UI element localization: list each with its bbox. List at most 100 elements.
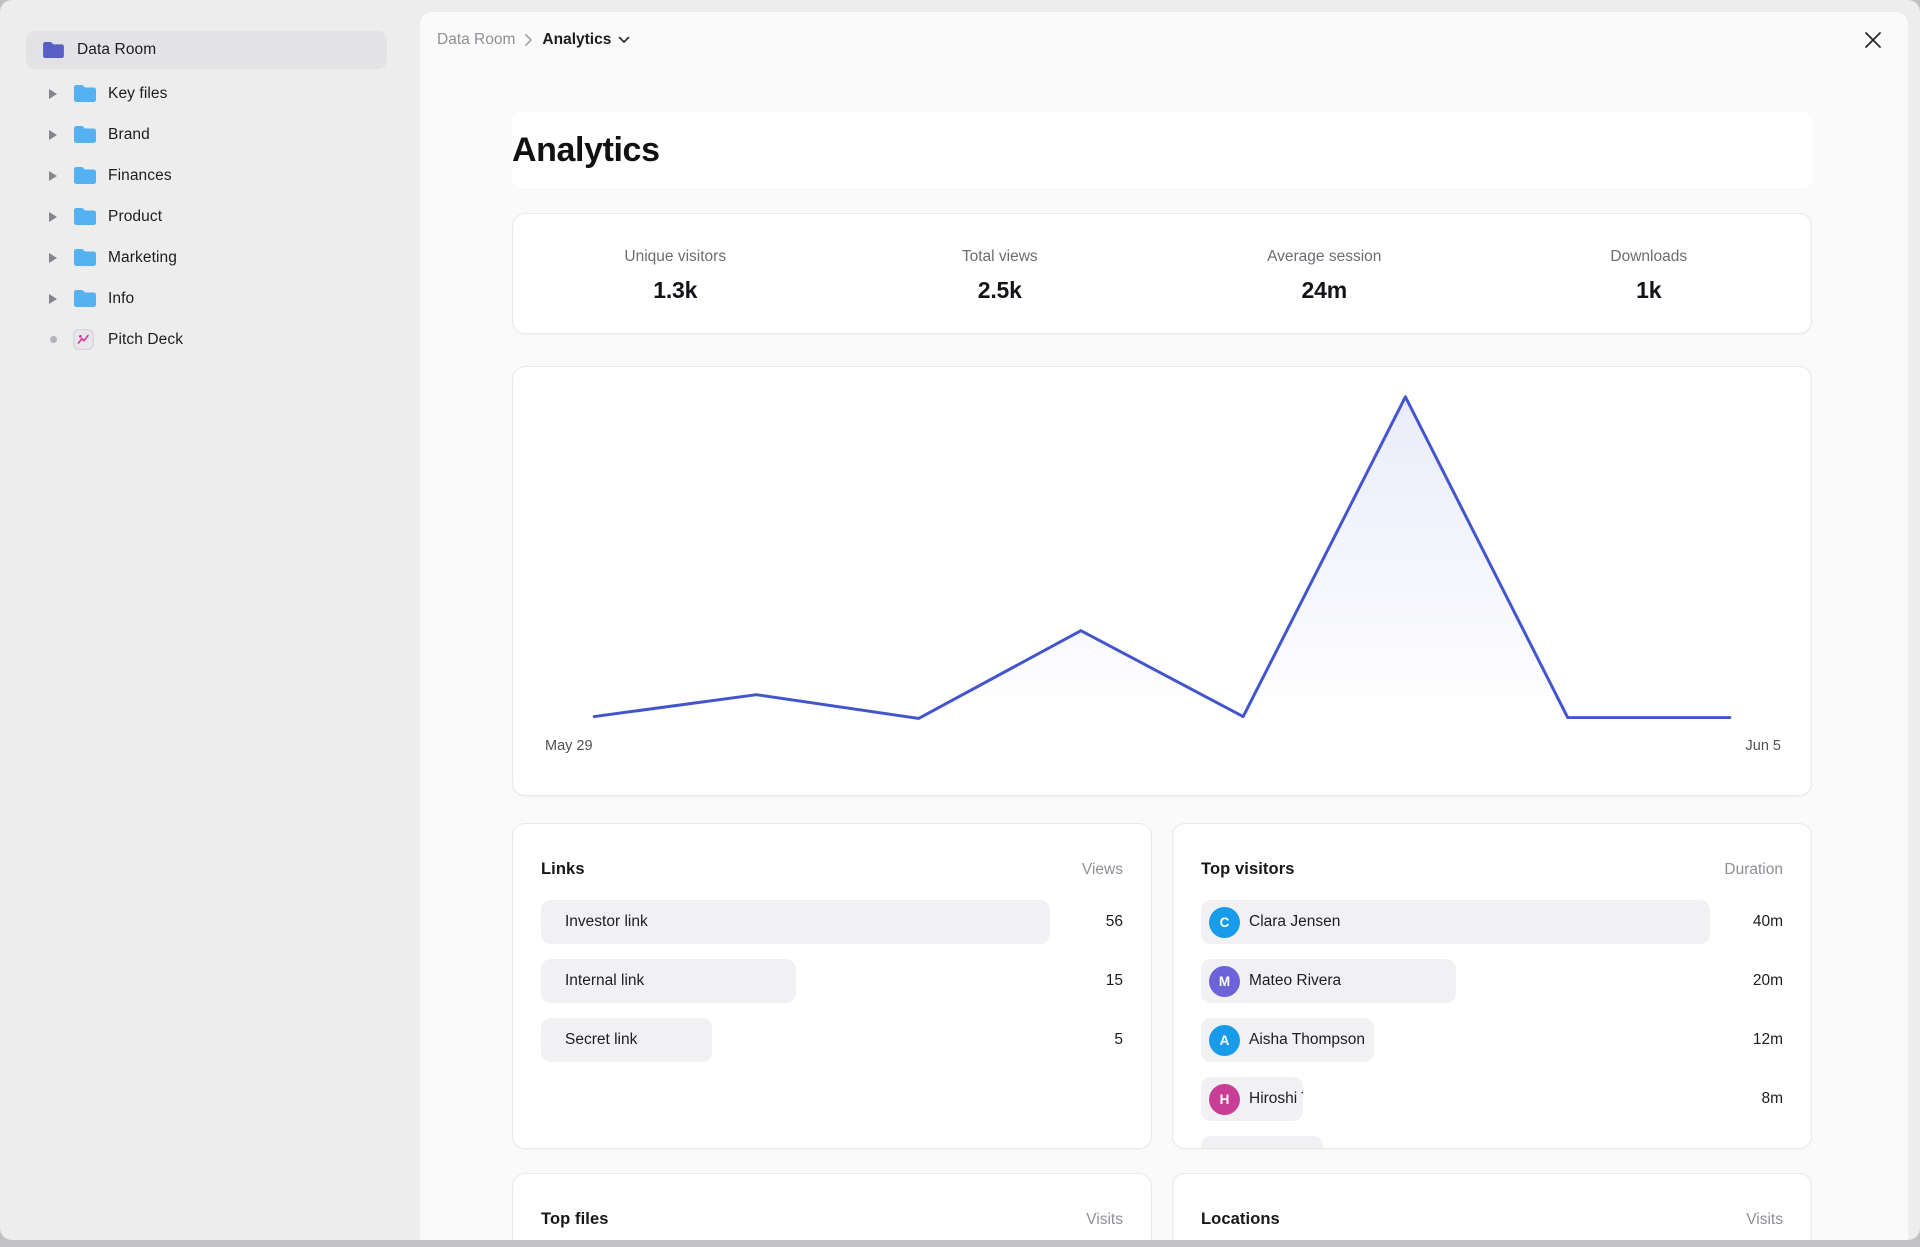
row-value: 12m (1752, 1031, 1783, 1048)
disclosure-caret-icon[interactable] (49, 129, 57, 140)
sidebar-item-finances[interactable]: Finances (0, 155, 420, 196)
avatar: C (1209, 906, 1240, 938)
usage-bar: Internal link (541, 959, 796, 1003)
stats-summary-card: Unique visitors 1.3k Total views 2.5k Averag… (512, 213, 1812, 334)
chevron-right-icon (525, 34, 533, 46)
sidebar-item-label: Info (108, 289, 135, 307)
row-label: Internal link (565, 972, 645, 989)
usage-bar (1201, 1136, 1323, 1148)
top-files-card: Top files Visits (512, 1173, 1152, 1240)
row-label: Hiroshi Tanaka (1249, 1090, 1303, 1107)
stat-downloads: Downloads 1k (1487, 244, 1812, 304)
usage-bar: C Clara Jensen (1201, 900, 1710, 944)
stat-label: Average session (1267, 247, 1382, 265)
sidebar-item-label: Product (108, 207, 163, 225)
row-value: 8m (1761, 1090, 1783, 1107)
link-row-investor-link[interactable]: Investor link 56 (541, 900, 1123, 944)
sidebar-item-label: Finances (108, 166, 172, 184)
row-label: Secret link (565, 1031, 638, 1048)
disclosure-caret-icon[interactable] (49, 88, 57, 99)
row-value: 15 (1105, 972, 1123, 989)
topbar: Data Room Analytics (420, 12, 1908, 68)
x-axis-label-start: May 29 (545, 738, 593, 754)
row-label: Clara Jensen (1249, 913, 1341, 930)
heading-band: Analytics (512, 112, 1812, 188)
sidebar-item-label: Marketing (108, 248, 177, 266)
stat-label: Total views (961, 247, 1038, 265)
close-icon (1865, 32, 1881, 48)
stat-value: 1.3k (653, 276, 698, 303)
avatar: M (1209, 965, 1240, 997)
x-axis-label-end: Jun 5 (1745, 738, 1781, 754)
folder-icon (74, 249, 96, 266)
folder-icon (74, 126, 96, 143)
stat-average-session: Average session 24m (1162, 244, 1487, 304)
usage-bar: Investor link (541, 900, 1050, 944)
sidebar-item-key-files[interactable]: Key files (0, 73, 420, 114)
stat-label: Unique visitors (624, 247, 727, 265)
visits-column-header-2: Visits (1746, 1211, 1783, 1228)
folder-icon (74, 85, 96, 102)
stat-value: 2.5k (977, 276, 1022, 303)
visitor-row-hiroshi-tanaka[interactable]: H Hiroshi Tanaka 8m (1201, 1077, 1783, 1121)
visitor-row-aisha-thompson[interactable]: A Aisha Thompson 12m (1201, 1018, 1783, 1062)
usage-bar: H Hiroshi Tanaka (1201, 1077, 1303, 1121)
sidebar-item-marketing[interactable]: Marketing (0, 237, 420, 278)
folder-icon (74, 290, 96, 307)
top-files-card-title: Top files (541, 1210, 609, 1228)
folder-icon-purple (43, 41, 64, 59)
visitor-row-mateo-rivera[interactable]: M Mateo Rivera 20m (1201, 959, 1783, 1003)
visits-column-header: Visits (1086, 1211, 1123, 1228)
usage-bar: M Mateo Rivera (1201, 959, 1456, 1003)
sidebar: Data Room Key files Brand Finances Product M… (0, 0, 420, 1240)
row-value: 20m (1752, 972, 1783, 989)
avatar: H (1209, 1083, 1240, 1115)
stat-value: 1k (1636, 276, 1662, 303)
breadcrumb-current-label: Analytics (542, 31, 612, 48)
disclosure-caret-icon[interactable] (49, 211, 57, 222)
usage-bar: A Aisha Thompson (1201, 1018, 1374, 1062)
sidebar-item-label: Data Room (77, 41, 157, 58)
sidebar-item-product[interactable]: Product (0, 196, 420, 237)
middle-cards-row: Links Views Investor link 56 Internal link… (512, 823, 1812, 1149)
pitch-deck-icon (73, 329, 94, 350)
close-button[interactable] (1858, 25, 1888, 55)
sidebar-item-brand[interactable]: Brand (0, 114, 420, 155)
chevron-down-icon (618, 36, 630, 43)
sidebar-item-label: Brand (108, 125, 150, 143)
sidebar-item-label: Pitch Deck (108, 330, 184, 348)
locations-card-title: Locations (1201, 1210, 1280, 1228)
row-value: 40m (1752, 913, 1783, 930)
disclosure-caret-icon[interactable] (49, 293, 57, 304)
breadcrumb-data-room[interactable]: Data Room (437, 31, 516, 48)
disclosure-caret-icon[interactable] (49, 252, 57, 263)
sidebar-item-pitch-deck[interactable]: Pitch Deck (0, 319, 420, 360)
bottom-cards-row: Top files Visits Locations Visits (512, 1173, 1812, 1240)
sidebar-item-label: Key files (108, 84, 168, 102)
disclosure-caret-icon[interactable] (49, 170, 57, 181)
link-row-secret-link[interactable]: Secret link 5 (541, 1018, 1123, 1062)
row-label: Investor link (565, 913, 648, 930)
visitor-row-clipped[interactable] (1201, 1136, 1783, 1148)
breadcrumb-analytics-dropdown[interactable]: Analytics (542, 31, 630, 49)
page-title: Analytics (512, 130, 660, 169)
views-column-header: Views (1081, 861, 1123, 878)
folder-icon (74, 208, 96, 225)
stat-label: Downloads (1610, 247, 1688, 265)
sidebar-item-data-room[interactable]: Data Room (26, 31, 387, 69)
link-row-internal-link[interactable]: Internal link 15 (541, 959, 1123, 1003)
links-card-title: Links (541, 860, 585, 878)
row-label: Aisha Thompson (1249, 1031, 1366, 1048)
breadcrumb: Data Room Analytics (437, 31, 630, 49)
folder-icon (74, 167, 96, 184)
links-card: Links Views Investor link 56 Internal link… (512, 823, 1152, 1149)
analytics-panel: Data Room Analytics Analytics (420, 12, 1908, 1240)
views-line-chart (592, 395, 1732, 722)
row-label: Mateo Rivera (1249, 972, 1342, 989)
analytics-content: Analytics Unique visitors 1.3k Total views… (512, 12, 1812, 1240)
avatar: A (1209, 1024, 1240, 1056)
sidebar-item-info[interactable]: Info (0, 278, 420, 319)
visitor-row-clara-jensen[interactable]: C Clara Jensen 40m (1201, 900, 1783, 944)
stat-value: 24m (1301, 276, 1348, 303)
